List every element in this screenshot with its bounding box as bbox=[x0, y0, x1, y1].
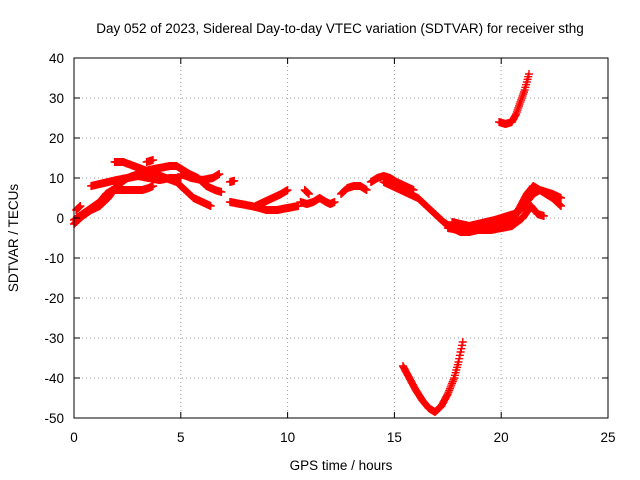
y-tick-label: -30 bbox=[44, 331, 64, 346]
x-tick-label: 0 bbox=[70, 430, 78, 445]
data-point bbox=[215, 170, 224, 178]
series-track-r bbox=[495, 70, 533, 128]
data-point bbox=[76, 202, 85, 210]
y-tick-label: -20 bbox=[44, 291, 64, 306]
series-track-b bbox=[70, 182, 158, 224]
data-point bbox=[524, 70, 533, 78]
x-tick-label: 20 bbox=[494, 430, 509, 445]
data-point bbox=[330, 198, 339, 206]
x-tick-label: 25 bbox=[600, 430, 615, 445]
data-point bbox=[448, 379, 457, 388]
data-point bbox=[443, 390, 452, 398]
plot-frame bbox=[73, 57, 609, 419]
series-track-s bbox=[398, 338, 467, 416]
data-point bbox=[557, 194, 566, 202]
x-tick-label: 10 bbox=[280, 430, 295, 445]
data-point bbox=[217, 188, 226, 196]
data-point bbox=[149, 182, 158, 190]
y-tick-label: 0 bbox=[56, 211, 64, 226]
data-point bbox=[206, 202, 215, 210]
series-track-q bbox=[443, 202, 548, 234]
data-point bbox=[149, 156, 158, 164]
x-axis-label: GPS time / hours bbox=[290, 458, 393, 473]
series-track-p bbox=[448, 186, 566, 230]
y-tick-label: -40 bbox=[44, 371, 64, 386]
x-tick-label: 15 bbox=[387, 430, 402, 445]
y-tick-label: 40 bbox=[49, 51, 64, 66]
data-point bbox=[458, 338, 467, 346]
chart-title: Day 052 of 2023, Sidereal Day-to-day VTE… bbox=[96, 21, 583, 36]
data-point bbox=[447, 381, 456, 390]
series-track-g bbox=[176, 170, 224, 184]
data-point bbox=[557, 202, 566, 210]
series-track-j bbox=[251, 186, 292, 210]
data-point bbox=[362, 186, 371, 194]
data-point bbox=[230, 176, 239, 185]
data-point bbox=[448, 377, 457, 386]
series-track-h bbox=[225, 176, 239, 186]
axis-ticks: -50 -40 -30 -20 -10 0 10 20 30 40 0 5 10 15 20 25 bbox=[44, 51, 615, 445]
data-point bbox=[444, 388, 453, 397]
data-point bbox=[449, 375, 458, 384]
series-track-m bbox=[337, 182, 371, 198]
data-points bbox=[70, 70, 566, 416]
data-point bbox=[283, 186, 292, 194]
y-tick-label: -50 bbox=[44, 411, 64, 426]
y-tick-label: 10 bbox=[49, 171, 64, 186]
data-point bbox=[304, 190, 313, 198]
series-track-i bbox=[225, 198, 303, 214]
y-tick-label: -10 bbox=[44, 251, 64, 266]
x-tick-label: 5 bbox=[177, 430, 185, 445]
data-point bbox=[445, 386, 454, 395]
data-point bbox=[539, 212, 548, 220]
series-track-f bbox=[142, 156, 158, 166]
series-track-c bbox=[72, 202, 85, 214]
y-tick-label: 30 bbox=[49, 91, 64, 106]
y-axis-label: SDTVAR / TECUs bbox=[6, 184, 21, 293]
data-point bbox=[446, 382, 455, 391]
y-tick-label: 20 bbox=[49, 131, 64, 146]
series-track-l bbox=[296, 194, 339, 208]
series-track-e bbox=[110, 158, 215, 210]
data-point bbox=[445, 384, 454, 393]
series-track-k bbox=[300, 186, 313, 198]
